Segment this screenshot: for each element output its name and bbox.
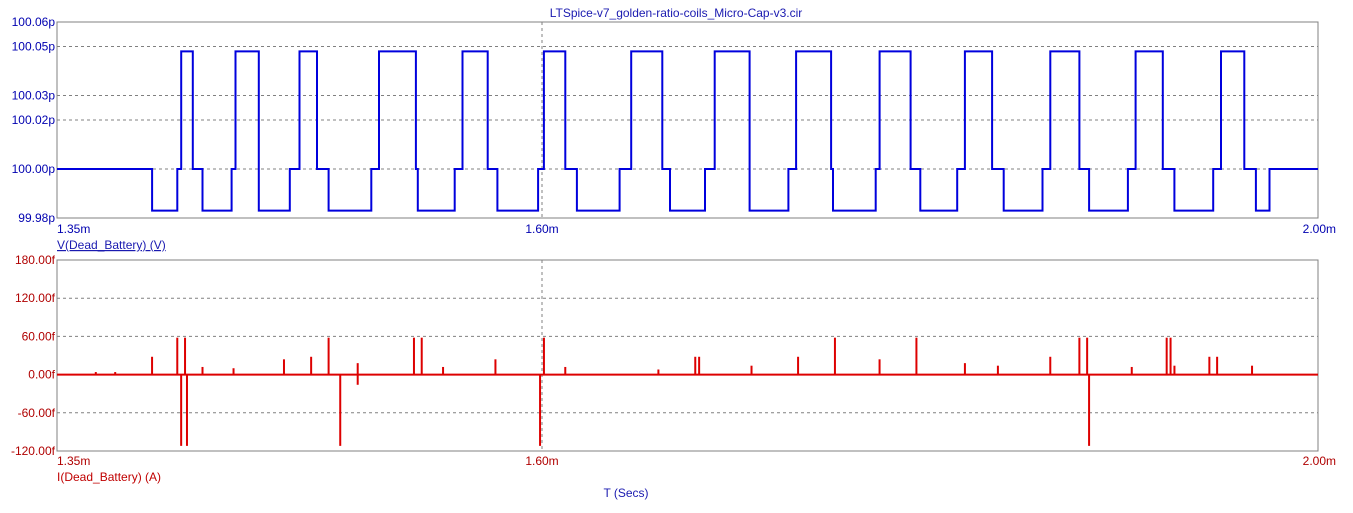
x-tick-label: 1.60m	[525, 454, 558, 468]
voltage-y-ticks: 99.98p 100.00p 100.02p 100.03p 100.05p 100.06…	[12, 15, 56, 225]
x-tick-label: 1.60m	[525, 222, 558, 236]
voltage-gridlines	[57, 22, 1318, 218]
y-tick-label: 60.00f	[22, 329, 56, 343]
current-y-ticks: -120.00f -60.00f 0.00f 60.00f 120.00f 180.00f	[11, 253, 56, 458]
y-tick-label: 0.00f	[28, 368, 55, 382]
x-axis-label: T (Secs)	[603, 486, 648, 500]
y-tick-label: 120.00f	[15, 291, 56, 305]
current-panel: -120.00f -60.00f 0.00f 60.00f 120.00f 180.00f…	[11, 253, 1336, 484]
y-tick-label: 100.03p	[12, 89, 56, 103]
current-series	[57, 337, 1318, 446]
x-tick-label: 2.00m	[1303, 222, 1336, 236]
voltage-y-axis-label: V(Dead_Battery) (V)	[57, 238, 166, 252]
y-tick-label: -120.00f	[11, 444, 56, 458]
y-tick-label: 100.05p	[12, 40, 56, 54]
chart-title: LTSpice-v7_golden-ratio-coils_Micro-Cap-…	[550, 6, 803, 20]
y-tick-label: 100.06p	[12, 15, 56, 29]
y-tick-label: -60.00f	[18, 406, 56, 420]
x-tick-label: 1.35m	[57, 454, 90, 468]
voltage-series-line	[57, 50, 1318, 212]
y-tick-label: 100.02p	[12, 113, 56, 127]
current-y-axis-label: I(Dead_Battery) (A)	[57, 470, 161, 484]
x-tick-label: 1.35m	[57, 222, 90, 236]
current-x-ticks: 1.35m 1.60m 2.00m	[57, 454, 1336, 468]
y-tick-label: 99.98p	[18, 211, 55, 225]
voltage-x-ticks: 1.35m 1.60m 2.00m	[57, 222, 1336, 236]
y-tick-label: 180.00f	[15, 253, 56, 267]
current-plot-area	[56, 259, 1319, 452]
y-tick-label: 100.00p	[12, 162, 56, 176]
voltage-panel: 99.98p 100.00p 100.02p 100.03p 100.05p 100.06…	[12, 15, 1336, 252]
x-tick-label: 2.00m	[1303, 454, 1336, 468]
